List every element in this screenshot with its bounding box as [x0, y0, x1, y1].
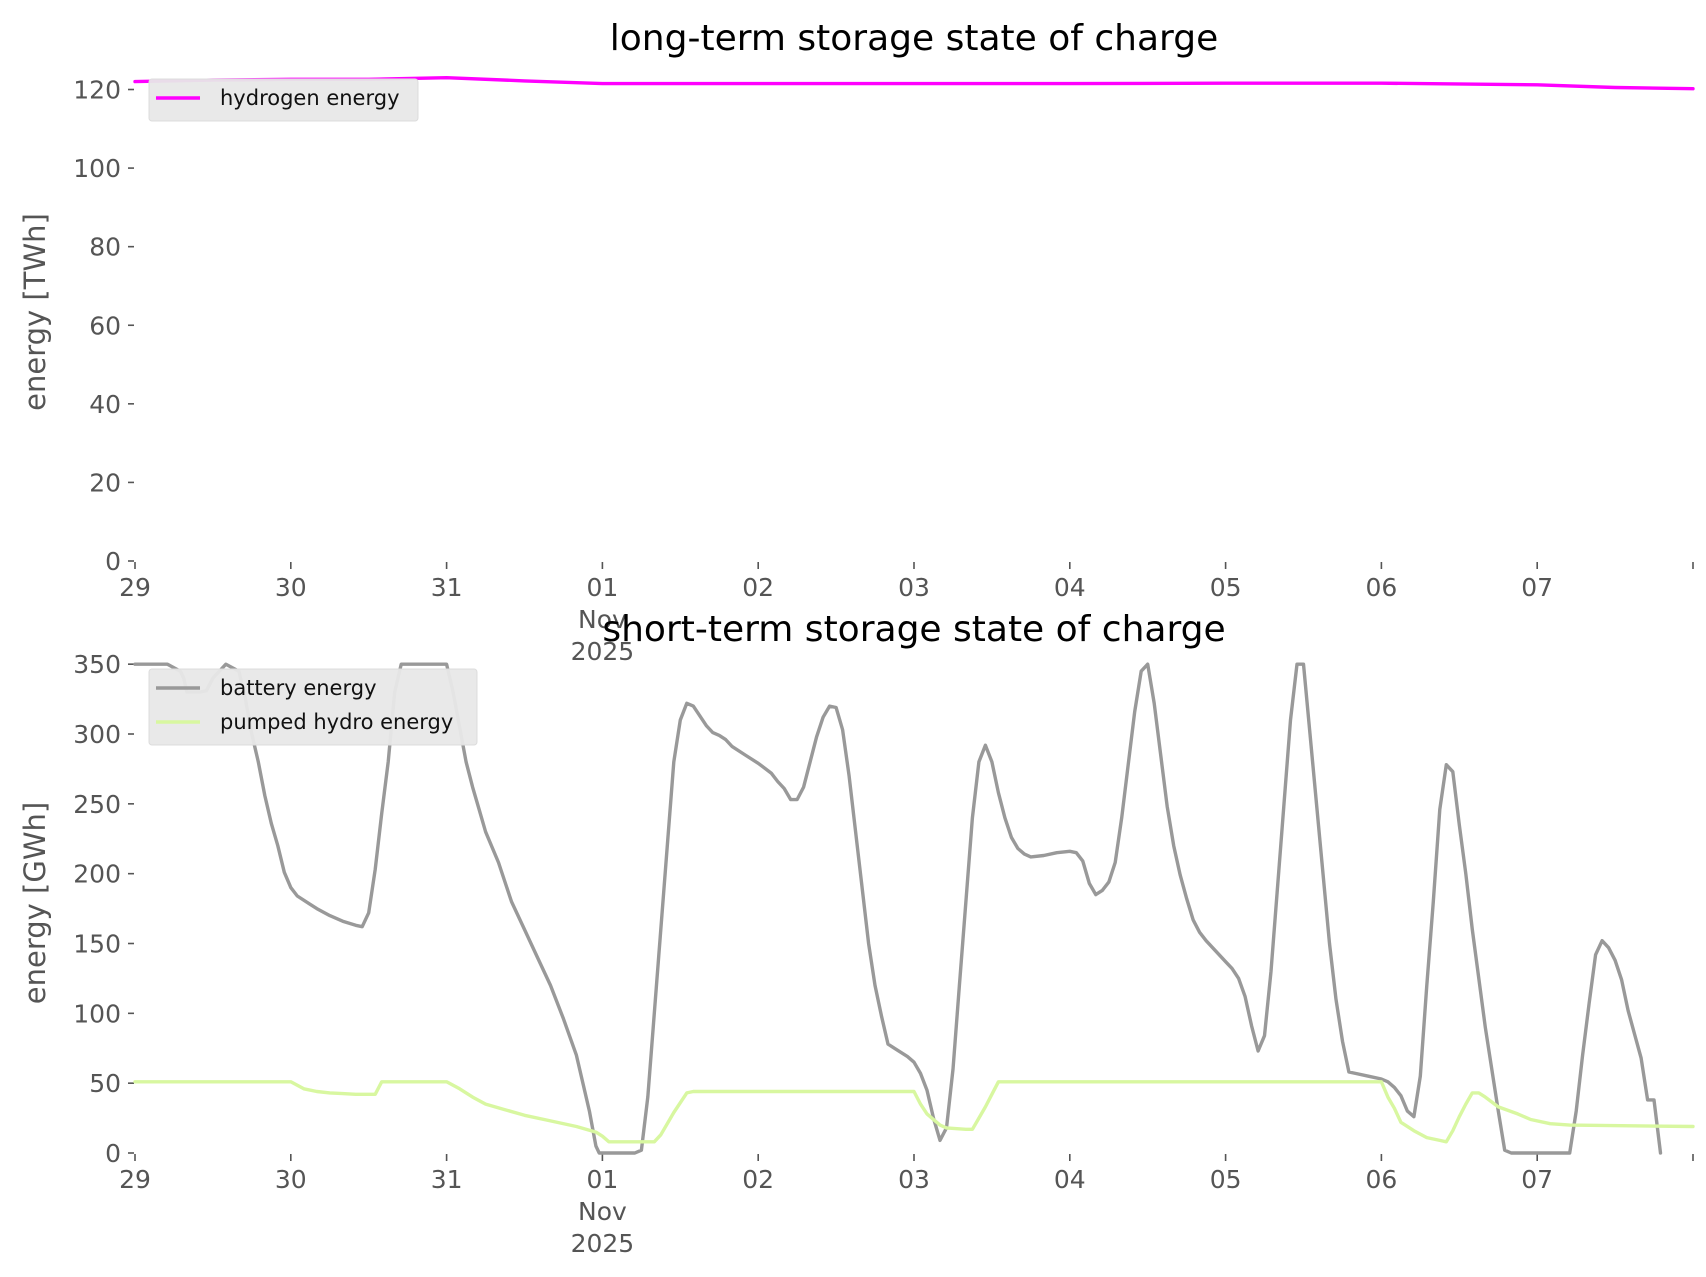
- y-tick-label: 50: [89, 1069, 121, 1098]
- x-tick-label: 02: [742, 1165, 774, 1194]
- x-tick-label: 03: [898, 1165, 930, 1194]
- y-tick-label: 0: [105, 547, 121, 576]
- chart-title: long-term storage state of charge: [610, 18, 1218, 59]
- legend: hydrogen energy: [148, 78, 419, 122]
- y-tick-label: 60: [89, 311, 121, 340]
- x-tick-label: 30: [275, 573, 307, 602]
- x-tick-label: 01: [586, 573, 618, 602]
- legend-box: [148, 668, 478, 746]
- y-axis-label: energy [TWh]: [18, 213, 52, 411]
- x-tick-label: 06: [1365, 1165, 1397, 1194]
- x-tick-label: Nov: [578, 605, 627, 634]
- x-tick-label: 31: [431, 573, 463, 602]
- y-tick-label: 100: [73, 999, 121, 1028]
- legend-label: pumped hydro energy: [220, 710, 453, 734]
- short-term-chart: short-term storage state of charge energy…: [18, 609, 1695, 1258]
- x-tick-label: 01: [586, 1165, 618, 1194]
- x-tick-label: 06: [1365, 573, 1397, 602]
- x-tick-label: 04: [1054, 1165, 1086, 1194]
- legend-box: [148, 78, 419, 122]
- y-tick-label: 250: [73, 790, 121, 819]
- series-line-pumped-hydro-energy: [133, 1080, 1695, 1144]
- y-tick-label: 350: [73, 650, 121, 679]
- x-tick-label: 02: [742, 573, 774, 602]
- y-tick-label: 0: [105, 1139, 121, 1168]
- y-tick-label: 80: [89, 233, 121, 262]
- x-tick-label: 29: [119, 573, 151, 602]
- y-tick-label: 120: [73, 76, 121, 105]
- y-tick-label: 100: [73, 154, 121, 183]
- x-tick-label: Nov: [578, 1197, 627, 1226]
- x-tick-label: 2025: [571, 1229, 635, 1258]
- legend: battery energy pumped hydro energy: [148, 668, 478, 746]
- y-tick-label: 300: [73, 720, 121, 749]
- x-tick-label: 05: [1210, 573, 1242, 602]
- long-term-chart: long-term storage state of charge energy …: [18, 18, 1695, 666]
- y-tick-label: 200: [73, 860, 121, 889]
- x-tick-label: 03: [898, 573, 930, 602]
- x-tick-label: 07: [1521, 573, 1553, 602]
- y-axis-label: energy [GWh]: [18, 802, 52, 1004]
- x-tick-label: 29: [119, 1165, 151, 1194]
- y-tick-label: 20: [89, 468, 121, 497]
- x-tick-label: 05: [1210, 1165, 1242, 1194]
- x-tick-label: 04: [1054, 573, 1086, 602]
- x-tick-label: 30: [275, 1165, 307, 1194]
- x-tick-label: 2025: [571, 637, 635, 666]
- legend-label: battery energy: [220, 676, 377, 700]
- legend-label: hydrogen energy: [220, 86, 400, 110]
- x-tick-label: 07: [1521, 1165, 1553, 1194]
- chart-title: short-term storage state of charge: [602, 609, 1225, 650]
- y-tick-label: 40: [89, 390, 121, 419]
- x-tick-label: 31: [431, 1165, 463, 1194]
- y-tick-label: 150: [73, 930, 121, 959]
